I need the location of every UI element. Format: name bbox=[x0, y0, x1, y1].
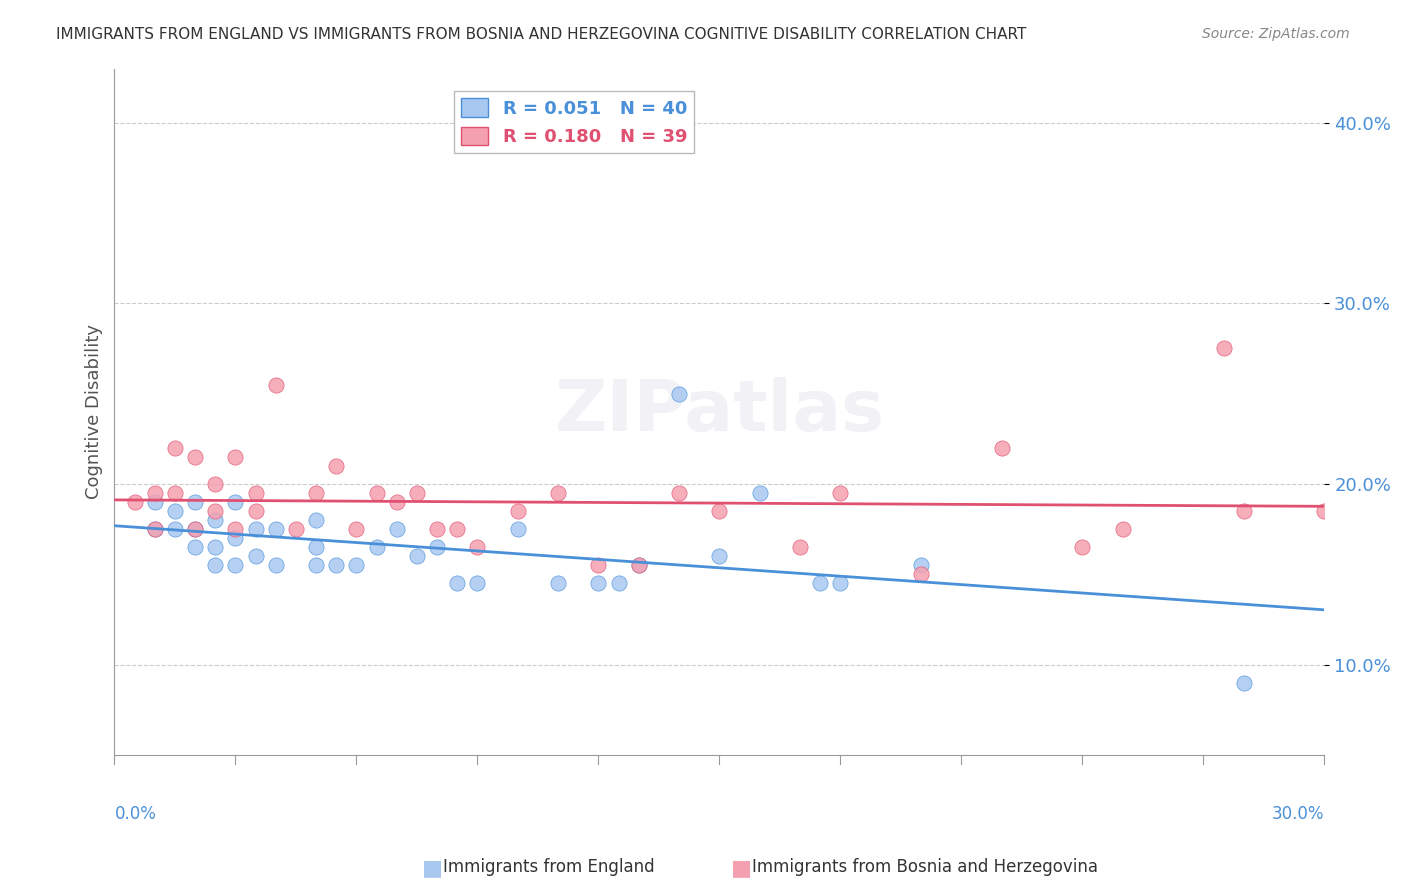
Point bbox=[446, 576, 468, 591]
Point bbox=[204, 504, 226, 518]
Text: 30.0%: 30.0% bbox=[1272, 805, 1324, 823]
Point bbox=[547, 486, 569, 500]
Point bbox=[709, 504, 731, 518]
Point bbox=[830, 576, 852, 591]
Point bbox=[204, 513, 226, 527]
Point bbox=[325, 558, 347, 573]
Point bbox=[245, 522, 267, 536]
Point bbox=[264, 377, 287, 392]
Point bbox=[808, 576, 831, 591]
Point bbox=[224, 558, 246, 573]
Point bbox=[184, 540, 207, 554]
Point bbox=[344, 522, 367, 536]
Point bbox=[224, 450, 246, 464]
Point bbox=[748, 486, 770, 500]
Text: ZIPatlas: ZIPatlas bbox=[554, 377, 884, 446]
Point bbox=[163, 486, 186, 500]
Point bbox=[163, 504, 186, 518]
Point bbox=[789, 540, 811, 554]
Point bbox=[305, 558, 328, 573]
Point bbox=[224, 531, 246, 545]
Point bbox=[1071, 540, 1094, 554]
Point bbox=[506, 504, 529, 518]
Point bbox=[506, 522, 529, 536]
Point bbox=[184, 450, 207, 464]
Text: Source: ZipAtlas.com: Source: ZipAtlas.com bbox=[1202, 27, 1350, 41]
Point bbox=[245, 486, 267, 500]
Point bbox=[709, 549, 731, 564]
Text: 0.0%: 0.0% bbox=[114, 805, 156, 823]
Point bbox=[204, 558, 226, 573]
Text: IMMIGRANTS FROM ENGLAND VS IMMIGRANTS FROM BOSNIA AND HERZEGOVINA COGNITIVE DISA: IMMIGRANTS FROM ENGLAND VS IMMIGRANTS FR… bbox=[56, 27, 1026, 42]
Point bbox=[467, 540, 489, 554]
Point bbox=[607, 576, 630, 591]
Point bbox=[1233, 504, 1256, 518]
Point bbox=[325, 458, 347, 473]
Point bbox=[406, 549, 429, 564]
Point bbox=[830, 486, 852, 500]
Point bbox=[910, 558, 932, 573]
Point bbox=[366, 486, 388, 500]
Point bbox=[224, 495, 246, 509]
Point bbox=[426, 522, 449, 536]
Point bbox=[467, 576, 489, 591]
Point bbox=[245, 504, 267, 518]
Point bbox=[204, 477, 226, 491]
Point bbox=[668, 386, 690, 401]
Point bbox=[627, 558, 650, 573]
Text: ■: ■ bbox=[422, 858, 443, 878]
Point bbox=[224, 522, 246, 536]
Point bbox=[446, 522, 468, 536]
Point bbox=[406, 486, 429, 500]
Point bbox=[910, 567, 932, 582]
Point bbox=[143, 486, 166, 500]
Point bbox=[1233, 675, 1256, 690]
Text: Immigrants from Bosnia and Herzegovina: Immigrants from Bosnia and Herzegovina bbox=[752, 858, 1098, 876]
Point bbox=[163, 522, 186, 536]
Legend: R = 0.051   N = 40, R = 0.180   N = 39: R = 0.051 N = 40, R = 0.180 N = 39 bbox=[454, 91, 695, 153]
Y-axis label: Cognitive Disability: Cognitive Disability bbox=[86, 324, 103, 500]
Point bbox=[426, 540, 449, 554]
Text: ■: ■ bbox=[731, 858, 752, 878]
Point bbox=[990, 441, 1012, 455]
Point bbox=[385, 522, 408, 536]
Point bbox=[1212, 342, 1234, 356]
Point bbox=[305, 540, 328, 554]
Point bbox=[547, 576, 569, 591]
Point bbox=[284, 522, 307, 536]
Point bbox=[627, 558, 650, 573]
Point bbox=[1313, 504, 1336, 518]
Point bbox=[143, 495, 166, 509]
Point bbox=[264, 558, 287, 573]
Point bbox=[305, 486, 328, 500]
Point bbox=[385, 495, 408, 509]
Point bbox=[588, 558, 610, 573]
Point bbox=[184, 495, 207, 509]
Point bbox=[366, 540, 388, 554]
Point bbox=[305, 513, 328, 527]
Text: Immigrants from England: Immigrants from England bbox=[443, 858, 655, 876]
Point bbox=[1112, 522, 1135, 536]
Point bbox=[344, 558, 367, 573]
Point bbox=[204, 540, 226, 554]
Point bbox=[184, 522, 207, 536]
Point bbox=[588, 576, 610, 591]
Point bbox=[264, 522, 287, 536]
Point bbox=[143, 522, 166, 536]
Point bbox=[143, 522, 166, 536]
Point bbox=[184, 522, 207, 536]
Point bbox=[124, 495, 146, 509]
Point bbox=[245, 549, 267, 564]
Point bbox=[163, 441, 186, 455]
Point bbox=[668, 486, 690, 500]
